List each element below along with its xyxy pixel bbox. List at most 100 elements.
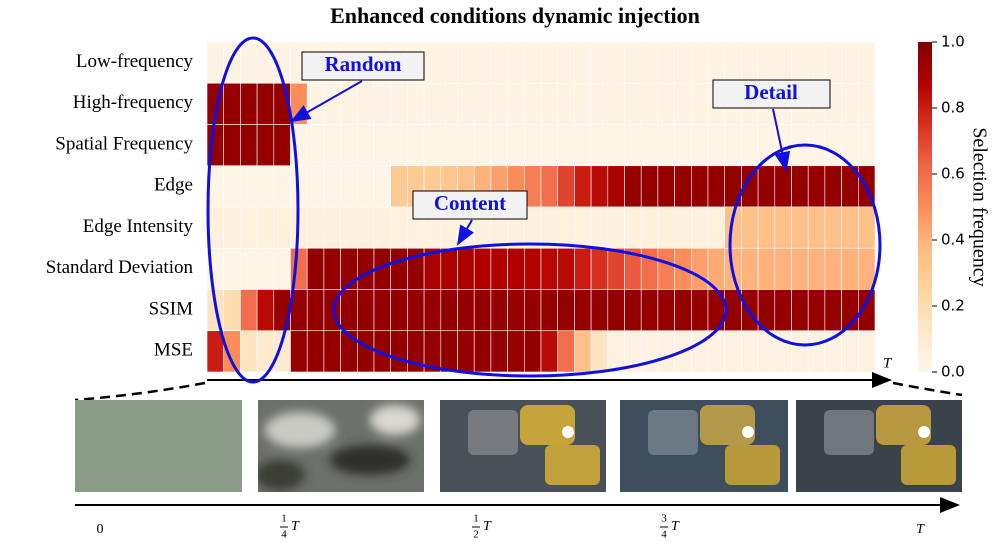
cell xyxy=(725,42,742,83)
cell xyxy=(658,290,675,331)
cell xyxy=(458,248,475,289)
cell xyxy=(708,207,725,248)
fraction-denominator: 2 xyxy=(473,529,479,541)
row-label: Edge Intensity xyxy=(83,216,194,237)
cell xyxy=(625,166,642,207)
cell xyxy=(842,207,859,248)
cell xyxy=(474,83,491,124)
colorbar-tick-label: 0.6 xyxy=(941,165,965,183)
cell xyxy=(608,166,625,207)
colorbar-tick-label: 0.4 xyxy=(941,231,965,249)
cell xyxy=(708,42,725,83)
cell xyxy=(825,248,842,289)
image xyxy=(440,400,606,492)
image xyxy=(796,400,962,492)
cell xyxy=(842,248,859,289)
cell xyxy=(291,83,308,124)
cell xyxy=(675,166,692,207)
cell xyxy=(558,207,575,248)
cell xyxy=(324,207,341,248)
cell xyxy=(608,248,625,289)
cell xyxy=(608,290,625,331)
cell xyxy=(224,290,241,331)
cell xyxy=(324,83,341,124)
cell xyxy=(424,125,441,166)
cell xyxy=(558,166,575,207)
cell xyxy=(708,166,725,207)
cell xyxy=(458,290,475,331)
cell xyxy=(240,42,257,83)
cell xyxy=(257,290,274,331)
cell xyxy=(808,331,825,372)
cell xyxy=(858,207,875,248)
cell xyxy=(357,207,374,248)
annotation: Content xyxy=(434,191,506,215)
cell xyxy=(691,290,708,331)
cell xyxy=(524,83,541,124)
cell xyxy=(458,331,475,372)
annotation: Random xyxy=(324,52,402,76)
cell xyxy=(341,290,358,331)
cell xyxy=(541,207,558,248)
fraction-symbol: T xyxy=(483,519,492,534)
cell xyxy=(240,166,257,207)
image xyxy=(75,400,242,492)
cell xyxy=(257,42,274,83)
cell xyxy=(775,248,792,289)
cell xyxy=(591,248,608,289)
cell xyxy=(858,248,875,289)
cell xyxy=(374,290,391,331)
cell xyxy=(591,207,608,248)
cell xyxy=(825,290,842,331)
cell xyxy=(224,83,241,124)
cell xyxy=(224,166,241,207)
cell xyxy=(792,290,809,331)
cell xyxy=(441,248,458,289)
cell xyxy=(458,83,475,124)
cell xyxy=(324,166,341,207)
cell xyxy=(341,166,358,207)
cell xyxy=(641,248,658,289)
cell xyxy=(641,290,658,331)
cell xyxy=(508,248,525,289)
cell xyxy=(307,331,324,372)
row-label: Spatial Frequency xyxy=(55,133,193,154)
cell xyxy=(658,166,675,207)
cell xyxy=(842,83,859,124)
cell xyxy=(842,331,859,372)
cell xyxy=(608,83,625,124)
cell xyxy=(641,125,658,166)
cell xyxy=(541,290,558,331)
cell xyxy=(391,166,408,207)
cell xyxy=(357,83,374,124)
cell xyxy=(508,290,525,331)
cell xyxy=(341,125,358,166)
zoom-line xyxy=(893,383,962,395)
cell xyxy=(758,42,775,83)
cell xyxy=(324,248,341,289)
colorbar-label: Selection frequency xyxy=(968,127,990,286)
cell xyxy=(641,83,658,124)
cell xyxy=(658,125,675,166)
cell xyxy=(708,125,725,166)
cell xyxy=(625,42,642,83)
cell xyxy=(691,125,708,166)
row-label: Edge xyxy=(154,175,193,196)
cell xyxy=(391,290,408,331)
cell xyxy=(491,331,508,372)
cell xyxy=(658,248,675,289)
cell xyxy=(842,42,859,83)
cell xyxy=(558,248,575,289)
cell xyxy=(374,207,391,248)
cell xyxy=(675,290,692,331)
cell xyxy=(691,207,708,248)
cell xyxy=(508,42,525,83)
cell xyxy=(758,166,775,207)
cell xyxy=(474,42,491,83)
axis-end-label: T xyxy=(883,355,893,371)
cell xyxy=(341,207,358,248)
cell xyxy=(474,248,491,289)
cell xyxy=(608,125,625,166)
timeline-label: T xyxy=(916,522,925,537)
cell xyxy=(524,248,541,289)
